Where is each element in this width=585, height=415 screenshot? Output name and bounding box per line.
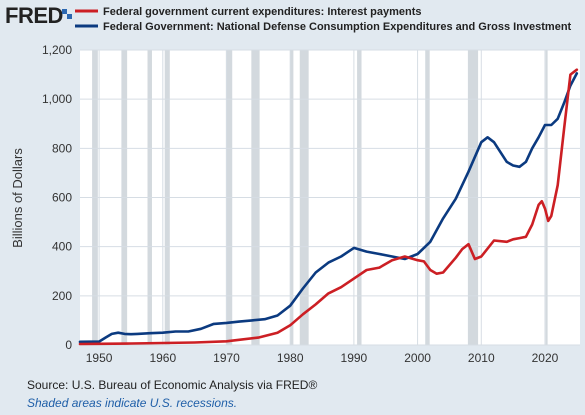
x-tick-label-6: 2010 — [468, 351, 495, 365]
x-tick-label-7: 2020 — [532, 351, 559, 365]
x-tick-labels: 1950 1960 1970 1980 1990 2000 2010 2020 — [86, 351, 559, 365]
chart-svg: FRED Federal government current expendit… — [5, 3, 580, 365]
x-tick-label-4: 1990 — [341, 351, 368, 365]
x-tick-label-2: 1970 — [213, 351, 240, 365]
y-tick-label-2: 400 — [52, 240, 72, 254]
y-tick-label-5: 1,000 — [42, 92, 72, 106]
x-tick-label-5: 2000 — [404, 351, 431, 365]
y-tick-label-3: 600 — [52, 191, 72, 205]
series-line-interest — [78, 68, 579, 346]
fred-logo: FRED — [5, 3, 72, 28]
fred-logo-text: FRED — [5, 3, 63, 28]
recession-note: Shaded areas indicate U.S. recessions. — [27, 396, 238, 410]
x-tick-label-0: 1950 — [86, 351, 113, 365]
fred-logo-graph-icon — [62, 9, 72, 19]
series-line-defense — [78, 72, 579, 344]
source-text: Source: U.S. Bureau of Economic Analysis… — [27, 378, 318, 392]
series-lines — [78, 68, 579, 346]
x-tick-label-3: 1980 — [277, 351, 304, 365]
y-tick-labels: 0 200 400 600 800 1,000 1,200 — [42, 43, 72, 352]
y-tick-label-4: 800 — [52, 141, 72, 155]
y-tick-label-0: 0 — [65, 338, 72, 352]
legend-label-interest: Federal government current expenditures:… — [103, 6, 421, 18]
y-tick-label-1: 200 — [52, 289, 72, 303]
y-axis-label: Billions of Dollars — [10, 148, 25, 248]
legend: Federal government current expenditures:… — [75, 6, 572, 33]
legend-label-defense: Federal Government: National Defense Con… — [103, 21, 572, 33]
y-tick-label-6: 1,200 — [42, 43, 72, 57]
x-tick-label-1: 1960 — [149, 351, 176, 365]
